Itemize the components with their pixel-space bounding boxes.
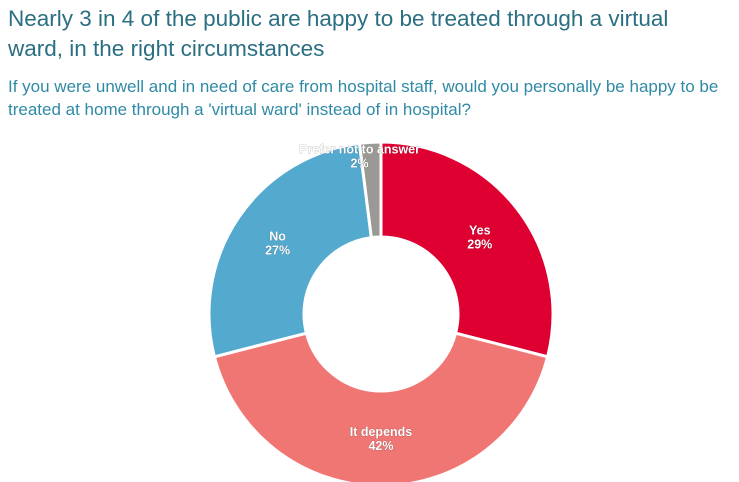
slice-labels: Yes 29% It depends 42% No 27% Prefer not to an… [265, 142, 493, 453]
chart-title: Nearly 3 in 4 of the public are happy to… [8, 6, 669, 61]
slice-no [207, 141, 373, 359]
slice-label-no: No 27% [265, 230, 290, 258]
slice-value-label: 29% [467, 237, 492, 251]
slice-label-it-depends: It depends 42% [350, 425, 413, 453]
slice-label-prefer-not-to-answer: Prefer not to answer 2% [299, 142, 420, 170]
slice-category-label: It depends [350, 425, 413, 439]
slice-value-label: 27% [265, 244, 290, 258]
slice-category-label: Yes [469, 223, 491, 237]
slice-it-depends [212, 331, 550, 482]
slice-yes [379, 140, 555, 359]
slice-category-label: No [269, 230, 286, 244]
slice-value-label: 2% [351, 156, 369, 170]
slice-value-label: 42% [368, 439, 393, 453]
slice-category-label: Prefer not to answer [299, 142, 420, 156]
slice-label-yes: Yes 29% [467, 223, 492, 251]
slice-prefer-not-to-answer [357, 140, 383, 240]
donut-slices [207, 140, 555, 482]
chart-subtitle: If you were unwell and in need of care f… [8, 77, 719, 119]
